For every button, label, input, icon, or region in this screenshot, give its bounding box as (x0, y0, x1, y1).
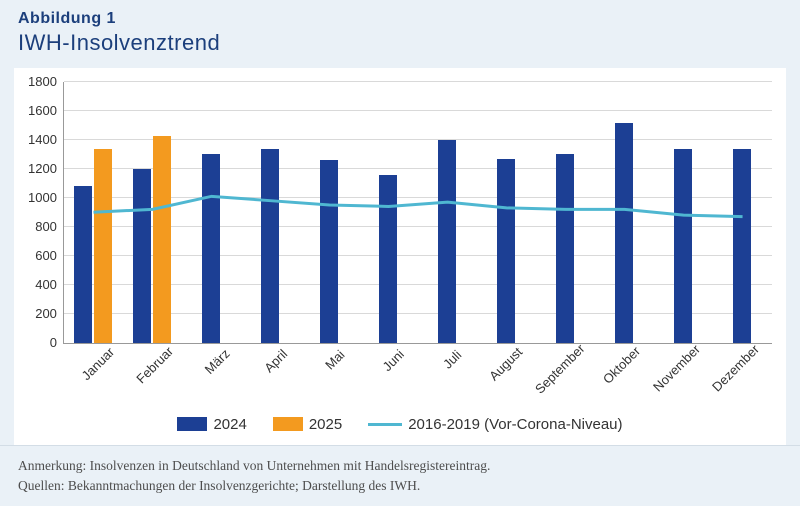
trend-line (93, 196, 742, 216)
x-label: April (247, 344, 305, 410)
footer-note: Anmerkung: Insolvenzen in Deutschland vo… (18, 456, 782, 476)
legend: 2024 2025 2016-2019 (Vor-Corona-Niveau) (28, 410, 772, 445)
legend-swatch-2024 (177, 417, 207, 431)
figure-footer: Anmerkung: Insolvenzen in Deutschland vo… (0, 445, 800, 506)
x-label: Januar (72, 344, 130, 410)
x-label: Mai (305, 344, 363, 410)
legend-item-2025: 2025 (273, 416, 342, 433)
figure-label: Abbildung 1 (18, 10, 782, 28)
x-label: Juni (364, 344, 422, 410)
legend-label-2025: 2025 (309, 416, 342, 433)
y-axis: 180016001400120010008006004002000 (28, 82, 63, 344)
x-label: September (539, 344, 597, 410)
legend-item-2024: 2024 (177, 416, 246, 433)
x-label: August (480, 344, 538, 410)
figure-header: Abbildung 1 IWH-Insolvenztrend (0, 0, 800, 62)
x-label: Oktober (597, 344, 655, 410)
x-label: Dezember (714, 344, 772, 410)
x-label: November (655, 344, 713, 410)
x-label: Februar (130, 344, 188, 410)
line-layer (64, 82, 772, 343)
footer-sources: Quellen: Bekanntmachungen der Insolvenzg… (18, 476, 782, 496)
legend-swatch-2025 (273, 417, 303, 431)
plot (63, 82, 772, 344)
x-label: Juli (422, 344, 480, 410)
legend-swatch-line (368, 423, 402, 426)
plot-wrap: 180016001400120010008006004002000 (28, 82, 772, 344)
legend-item-precorona: 2016-2019 (Vor-Corona-Niveau) (368, 416, 622, 433)
chart-area: 180016001400120010008006004002000 Januar… (14, 68, 786, 445)
x-label: März (189, 344, 247, 410)
figure-title: IWH-Insolvenztrend (18, 30, 782, 56)
legend-label-2024: 2024 (213, 416, 246, 433)
legend-label-precorona: 2016-2019 (Vor-Corona-Niveau) (408, 416, 622, 433)
figure-container: Abbildung 1 IWH-Insolvenztrend 180016001… (0, 0, 800, 506)
x-axis-labels: JanuarFebruarMärzAprilMaiJuniJuliAugustS… (72, 344, 772, 410)
